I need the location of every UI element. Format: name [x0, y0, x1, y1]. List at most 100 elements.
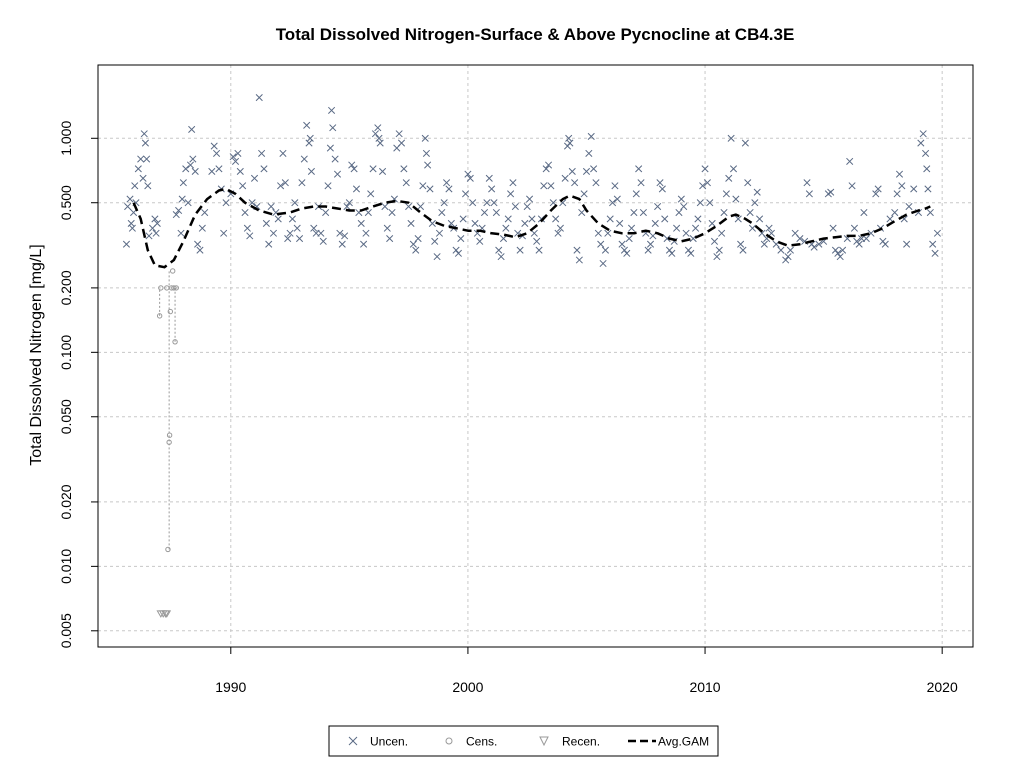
uncensored-point [756, 215, 764, 223]
uncensored-point [846, 157, 854, 165]
uncensored-point [141, 139, 149, 147]
uncensored-point [516, 246, 524, 254]
uncensored-point [644, 246, 652, 254]
uncensored-point [509, 179, 517, 187]
uncensored-point [265, 240, 273, 248]
uncensored-point [310, 224, 318, 232]
uncensored-point [533, 237, 541, 245]
uncensored-point [684, 246, 693, 254]
uncensored-point [590, 165, 598, 173]
uncensored-point [601, 246, 610, 254]
uncensored-point [646, 240, 655, 248]
x-tick-label: 2000 [452, 679, 483, 695]
uncensored-point [188, 125, 196, 133]
uncensored-point [739, 246, 747, 254]
y-tick-label: 0.200 [58, 270, 74, 305]
uncensored-point [369, 165, 377, 173]
uncensored-point [796, 235, 804, 243]
uncensored-point [279, 149, 287, 157]
uncensored-point [725, 174, 733, 182]
uncensored-point [839, 246, 847, 254]
uncensored-point [424, 161, 432, 169]
uncensored-point [421, 134, 429, 142]
uncensored-point [699, 182, 707, 190]
uncensored-point [751, 199, 759, 207]
uncensored-point [910, 185, 918, 193]
uncensored-point [926, 208, 934, 217]
uncensored-point [573, 246, 581, 254]
uncensored-point [637, 179, 645, 187]
uncensored-point [665, 246, 674, 254]
uncensored-point [675, 208, 683, 217]
uncensored-point [905, 202, 913, 211]
y-tick-label: 0.050 [58, 399, 74, 434]
uncensored-point [784, 253, 792, 261]
uncensored-point [381, 202, 389, 211]
uncensored-point [893, 190, 901, 198]
uncensored-point [663, 235, 671, 243]
uncensored-point [535, 246, 543, 254]
uncensored-point [585, 149, 593, 157]
uncensored-point [703, 179, 711, 187]
uncensored-point [153, 219, 161, 228]
uncensored-point [488, 185, 496, 193]
uncensored-point [137, 155, 145, 163]
uncensored-point [706, 199, 714, 207]
uncensored-point [753, 188, 761, 196]
legend-label-recen: Recen. [562, 735, 600, 749]
uncensored-point [281, 179, 289, 187]
uncensored-point [848, 182, 856, 190]
uncensored-point [126, 195, 134, 203]
legend-label-uncen: Uncen. [370, 735, 408, 749]
uncensored-point [128, 224, 136, 232]
censored-point [169, 268, 176, 274]
uncensored-point [172, 211, 180, 219]
uncensored-point [428, 219, 436, 228]
uncensored-point [454, 249, 462, 257]
uncensored-point [419, 182, 427, 190]
uncensored-point [267, 202, 275, 211]
uncensored-point [898, 182, 906, 190]
y-tick-label: 1.000 [58, 121, 74, 156]
uncensored-point [713, 253, 721, 261]
uncensored-point [741, 139, 749, 147]
uncensored-point [803, 179, 811, 187]
uncensored-point [623, 249, 631, 257]
uncensored-point [651, 219, 659, 228]
uncensored-point [777, 246, 785, 254]
uncensored-point [362, 229, 370, 237]
uncensored-point [668, 249, 676, 257]
uncensored-point [471, 219, 479, 228]
uncensored-point [215, 165, 223, 173]
uncensored-point [922, 149, 930, 157]
uncensored-point [720, 208, 728, 217]
uncensored-point [710, 237, 719, 245]
uncensored-point [445, 185, 453, 193]
uncensored-point [239, 182, 247, 190]
uncensored-point [547, 182, 555, 190]
censored-point [172, 339, 178, 345]
uncensored-point [357, 219, 365, 228]
uncensored-point [422, 149, 430, 157]
uncensored-point [729, 165, 738, 173]
uncensored-point [561, 174, 569, 182]
uncensored-point [341, 232, 349, 240]
uncensored-point [618, 240, 626, 248]
x-tick-label: 1990 [215, 679, 246, 695]
censored-interval-lines [159, 270, 176, 550]
uncensored-point [374, 124, 382, 132]
uncensored-point [850, 224, 858, 232]
uncensored-point [144, 182, 152, 190]
uncensored-point [507, 190, 515, 198]
uncensored-point [352, 185, 361, 193]
uncensored-point [186, 161, 195, 169]
censored-point [158, 285, 164, 291]
uncensored-point [412, 246, 420, 254]
uncensored-point [639, 208, 647, 217]
y-tick-label: 0.100 [58, 335, 74, 370]
uncensored-point [284, 235, 292, 243]
uncensored-point [378, 167, 387, 175]
uncensored-point [511, 202, 519, 211]
uncensored-point [504, 215, 512, 223]
